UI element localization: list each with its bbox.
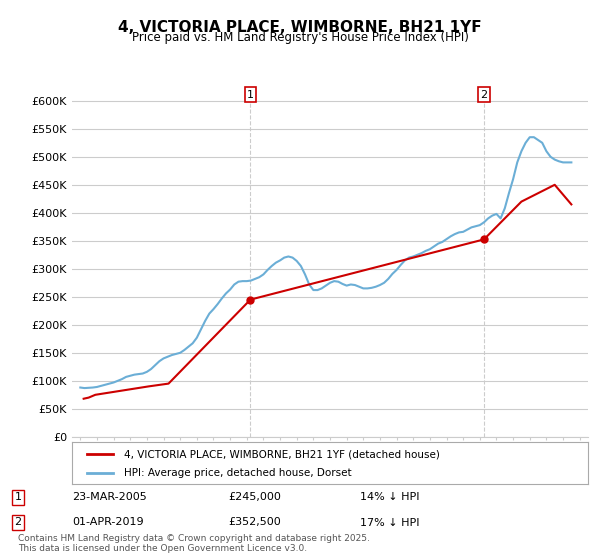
Text: HPI: Average price, detached house, Dorset: HPI: Average price, detached house, Dors… <box>124 468 351 478</box>
Text: 1: 1 <box>14 492 22 502</box>
Text: 2: 2 <box>481 90 488 100</box>
Text: 4, VICTORIA PLACE, WIMBORNE, BH21 1YF: 4, VICTORIA PLACE, WIMBORNE, BH21 1YF <box>118 20 482 35</box>
Text: £245,000: £245,000 <box>228 492 281 502</box>
Text: Contains HM Land Registry data © Crown copyright and database right 2025.
This d: Contains HM Land Registry data © Crown c… <box>18 534 370 553</box>
Text: 14% ↓ HPI: 14% ↓ HPI <box>360 492 419 502</box>
Text: 23-MAR-2005: 23-MAR-2005 <box>72 492 147 502</box>
Text: 4, VICTORIA PLACE, WIMBORNE, BH21 1YF (detached house): 4, VICTORIA PLACE, WIMBORNE, BH21 1YF (d… <box>124 449 439 459</box>
Text: 2: 2 <box>14 517 22 528</box>
Text: £352,500: £352,500 <box>228 517 281 528</box>
Text: 1: 1 <box>247 90 254 100</box>
Text: 01-APR-2019: 01-APR-2019 <box>72 517 143 528</box>
Text: 17% ↓ HPI: 17% ↓ HPI <box>360 517 419 528</box>
Text: Price paid vs. HM Land Registry's House Price Index (HPI): Price paid vs. HM Land Registry's House … <box>131 31 469 44</box>
